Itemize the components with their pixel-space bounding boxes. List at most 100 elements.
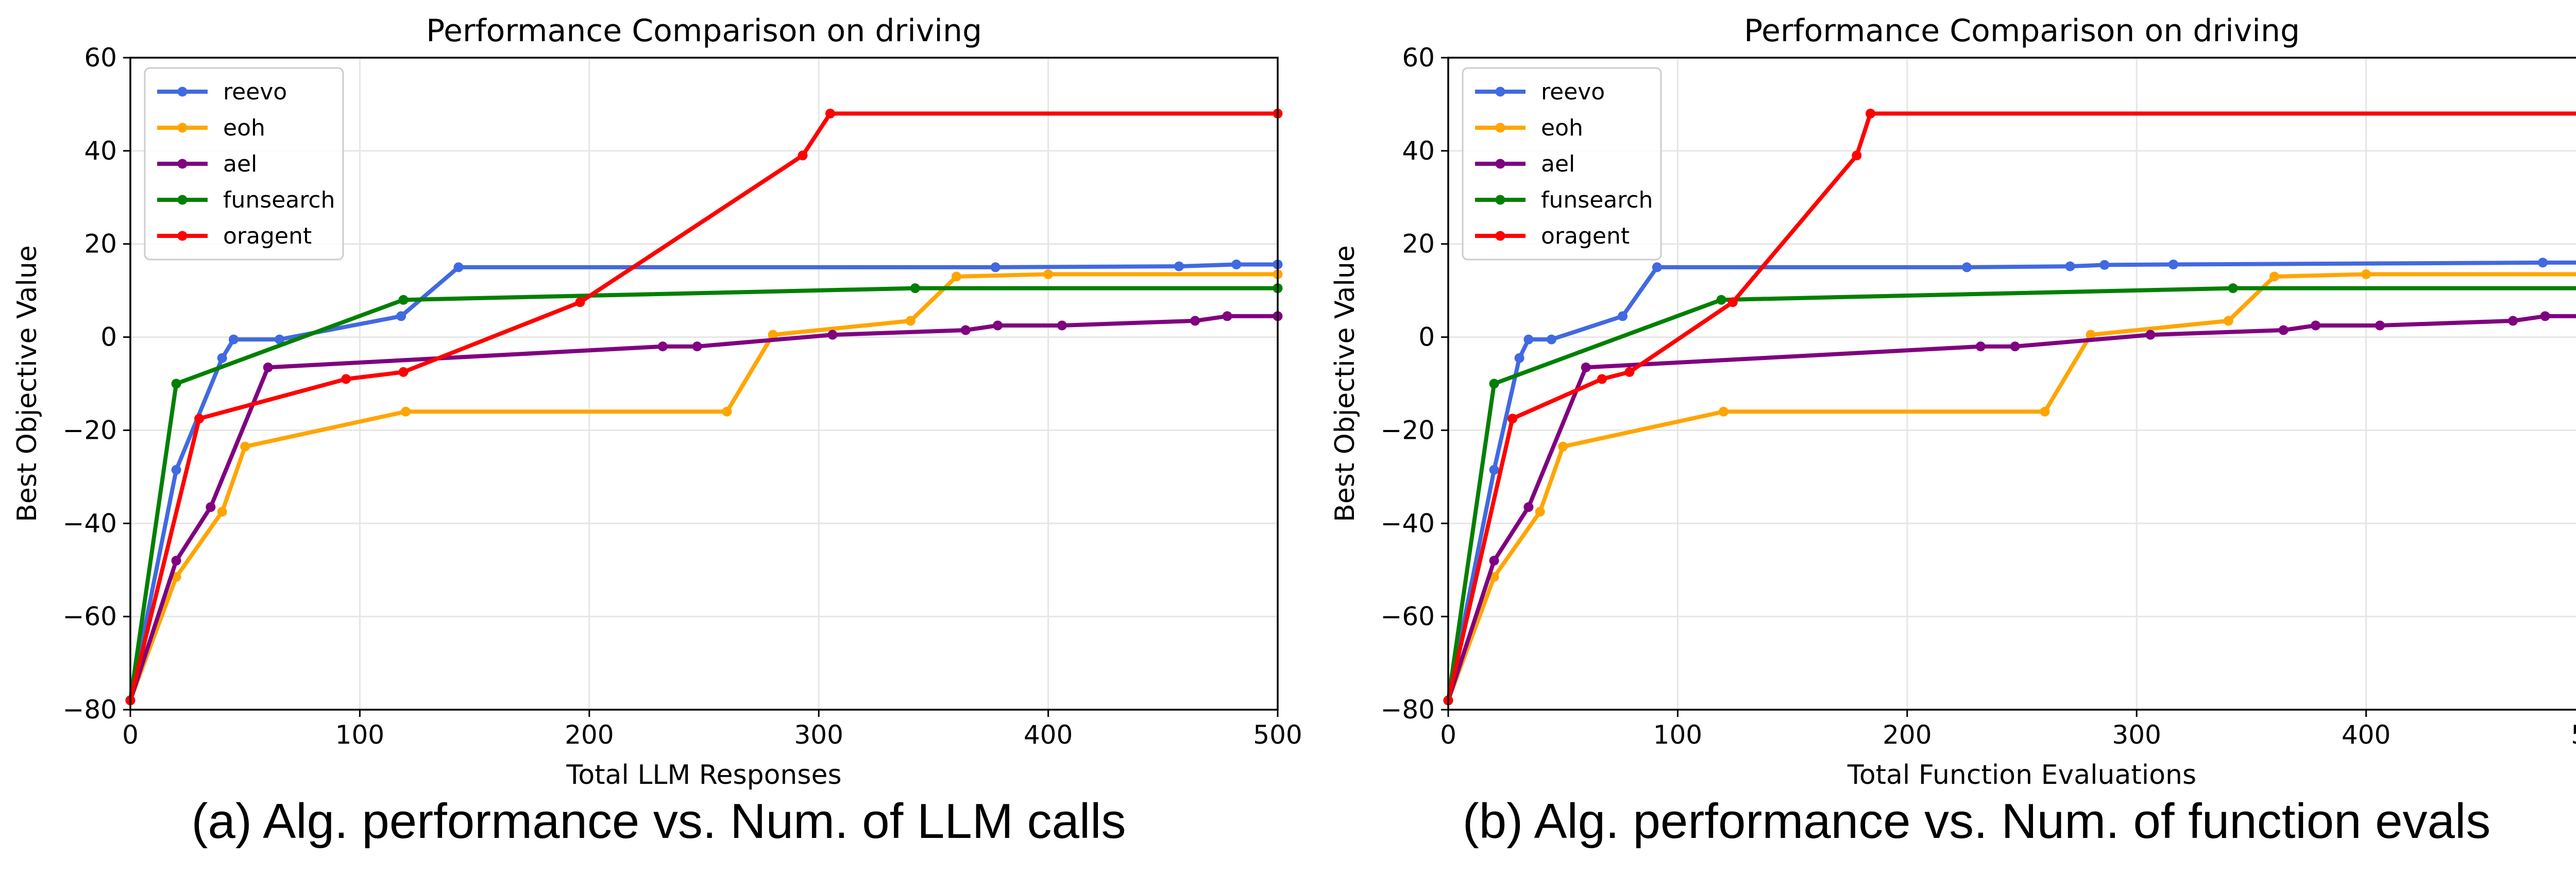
data-point-eoh — [1043, 269, 1054, 279]
legend-marker-eoh — [177, 123, 188, 133]
data-point-reevo — [171, 465, 181, 475]
data-point-funsearch — [1489, 379, 1499, 389]
chart-b: 0 100 200 300 400 500 −80 −60 −40 −20 0 20 40 60 Perfo… — [1330, 13, 2576, 791]
y-tick-label: −60 — [62, 602, 117, 631]
data-point-ael — [263, 362, 273, 372]
y-tick-label: −40 — [62, 508, 117, 538]
data-point-ael — [993, 320, 1003, 331]
legend-box — [1462, 67, 1662, 261]
data-point-reevo — [2538, 258, 2548, 268]
data-point-ael — [2311, 320, 2321, 331]
data-point-eoh — [1718, 406, 1728, 417]
data-point-funsearch — [1716, 295, 1726, 305]
y-tick-label: 60 — [1402, 43, 1435, 73]
data-point-eoh — [2223, 316, 2233, 326]
data-point-funsearch — [398, 295, 409, 305]
x-tick-label: 100 — [1653, 720, 1702, 750]
y-tick-label: 40 — [1402, 136, 1435, 166]
data-point-eoh — [768, 330, 778, 340]
legend-label-oragent: oragent — [1541, 223, 1630, 249]
chart-title: Performance Comparison on driving — [426, 13, 982, 49]
data-point-oragent — [398, 367, 409, 377]
data-point-ael — [2540, 311, 2550, 321]
data-point-eoh — [217, 507, 227, 517]
data-point-eoh — [2269, 271, 2279, 282]
x-tick-label: 200 — [565, 720, 614, 750]
legend-label-funsearch: funsearch — [223, 187, 335, 213]
data-point-eoh — [722, 406, 732, 417]
data-point-reevo — [217, 353, 227, 363]
y-tick-label: −20 — [1380, 415, 1435, 445]
x-axis-label: Total LLM Responses — [566, 760, 841, 791]
y-tick-label: 0 — [1418, 322, 1435, 352]
x-tick-label: 500 — [2571, 720, 2576, 750]
data-point-funsearch — [2228, 283, 2238, 294]
data-point-reevo — [2168, 260, 2178, 270]
legend-label-reevo: reevo — [223, 79, 287, 105]
data-point-oragent — [575, 297, 585, 307]
axes-frame — [1447, 57, 2576, 711]
data-point-oragent — [1624, 367, 1635, 377]
data-point-oragent — [798, 150, 808, 161]
y-tick-label: 20 — [84, 229, 117, 259]
data-point-ael — [2145, 330, 2156, 340]
legend-label-ael: ael — [1541, 151, 1575, 177]
data-point-reevo — [1523, 334, 1534, 345]
data-point-ael — [1975, 341, 1986, 352]
data-point-eoh — [2361, 269, 2371, 279]
chart-panel-a: 0 100 200 300 400 500 −80 −60 −40 −20 0 20 40 60 Perfo… — [12, 13, 1302, 849]
legend: reevo eoh ael funsearch oragent — [1462, 67, 1662, 261]
legend-label-funsearch: funsearch — [1541, 187, 1653, 213]
legend-marker-ael — [177, 159, 188, 169]
legend-box — [144, 67, 344, 261]
data-point-ael — [692, 341, 702, 352]
legend-label-ael: ael — [223, 151, 257, 177]
data-point-ael — [1222, 311, 1232, 321]
data-point-reevo — [1618, 311, 1628, 321]
data-point-oragent — [194, 414, 205, 424]
y-tick-label: 20 — [1402, 229, 1435, 259]
legend-marker-reevo — [177, 87, 188, 97]
legend-marker-eoh — [1495, 123, 1505, 133]
y-tick-label: −60 — [1380, 602, 1435, 631]
y-axis-label: Best Objective Value — [1330, 245, 1361, 522]
y-tick-label: −80 — [62, 695, 117, 725]
data-point-reevo — [1962, 262, 1972, 272]
y-tick-label: 60 — [84, 43, 117, 73]
data-point-ael — [206, 502, 216, 512]
caption-b: (b) Alg. performance vs. Num. of functio… — [1462, 794, 2491, 849]
data-point-oragent — [1507, 414, 1518, 424]
data-point-eoh — [2040, 406, 2050, 417]
data-point-reevo — [1652, 262, 1662, 272]
legend-label-eoh: eoh — [1541, 115, 1583, 141]
x-tick-label: 200 — [1883, 720, 1931, 750]
y-tick-label: 0 — [100, 322, 117, 352]
y-tick-label: 40 — [84, 136, 117, 166]
caption-a: (a) Alg. performance vs. Num. of LLM cal… — [191, 794, 1126, 849]
data-point-oragent — [1597, 374, 1607, 384]
chart-title: Performance Comparison on driving — [1744, 13, 2300, 49]
data-point-reevo — [990, 262, 1001, 272]
x-axis-label: Total Function Evaluations — [1847, 760, 2196, 791]
data-point-reevo — [2099, 260, 2110, 270]
data-point-oragent — [825, 109, 835, 119]
legend-label-reevo: reevo — [1541, 79, 1605, 105]
data-point-eoh — [1535, 507, 1545, 517]
data-point-eoh — [400, 406, 411, 417]
data-point-oragent — [1852, 150, 1862, 161]
data-point-reevo — [1174, 261, 1184, 271]
data-point-eoh — [2086, 330, 2096, 340]
data-point-reevo — [453, 262, 464, 272]
data-point-reevo — [396, 311, 406, 321]
data-point-eoh — [1558, 441, 1568, 452]
legend-marker-ael — [1495, 159, 1505, 169]
data-point-eoh — [951, 271, 961, 282]
series-line-oragent — [128, 111, 1280, 702]
data-point-oragent — [1866, 109, 1876, 119]
data-point-eoh — [905, 316, 916, 326]
x-tick-label: 300 — [794, 720, 843, 750]
x-tick-label: 100 — [335, 720, 384, 750]
x-tick-label: 400 — [2342, 720, 2391, 750]
x-tick-label: 0 — [1440, 720, 1456, 750]
legend-label-oragent: oragent — [223, 223, 312, 249]
